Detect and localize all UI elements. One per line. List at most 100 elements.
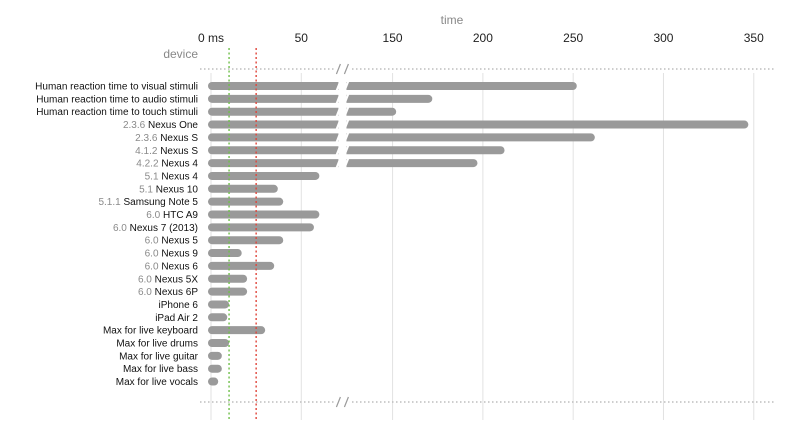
version-prefix: 5.1 bbox=[139, 184, 156, 195]
category-label: 4.1.2 Nexus S bbox=[135, 146, 198, 157]
device-name: Max for live drums bbox=[116, 339, 198, 350]
bar bbox=[208, 274, 248, 283]
break-mask bbox=[335, 398, 350, 406]
x-axis: 0 ms 50 150 200 250 300 350 bbox=[198, 31, 764, 45]
category-label: Human reaction time to touch stimuli bbox=[36, 107, 198, 118]
category-label: Max for live bass bbox=[123, 364, 198, 375]
x-axis-title: time bbox=[441, 13, 464, 27]
category-label: 2.3.6 Nexus S bbox=[135, 133, 198, 144]
bar bbox=[208, 223, 314, 232]
x-tick-label: 0 ms bbox=[198, 31, 224, 45]
bar bbox=[208, 197, 284, 206]
device-name: iPad Air 2 bbox=[155, 313, 198, 324]
x-tick-label: 150 bbox=[383, 31, 403, 45]
bar-break-slash bbox=[335, 93, 342, 105]
device-name: Human reaction time to audio stimuli bbox=[36, 94, 198, 105]
device-name: Max for live guitar bbox=[119, 351, 199, 362]
reference-lines bbox=[228, 48, 257, 420]
version-prefix: 5.1 bbox=[145, 171, 162, 182]
bar bbox=[208, 146, 505, 155]
category-label: Max for live drums bbox=[116, 339, 198, 350]
bar-break-slash bbox=[335, 80, 342, 92]
bar-break-slash bbox=[335, 106, 342, 118]
category-label: iPhone 6 bbox=[159, 300, 199, 311]
category-label: Max for live keyboard bbox=[103, 326, 198, 337]
device-name: Max for live bass bbox=[123, 364, 198, 375]
bar bbox=[208, 133, 595, 142]
device-name: Nexus 5X bbox=[155, 274, 199, 285]
device-name: iPhone 6 bbox=[159, 300, 199, 311]
device-name: Nexus S bbox=[160, 133, 198, 144]
break-slash bbox=[335, 396, 341, 408]
bar bbox=[208, 313, 228, 322]
gridlines bbox=[200, 68, 775, 420]
bar bbox=[208, 287, 248, 296]
bar-break-slash bbox=[343, 80, 350, 92]
device-name: HTC A9 bbox=[163, 210, 198, 221]
bar bbox=[208, 351, 222, 360]
break-slash bbox=[335, 63, 341, 75]
category-label: Max for live vocals bbox=[116, 377, 198, 388]
category-label: 5.1.1 Samsung Note 5 bbox=[98, 197, 198, 208]
bars bbox=[208, 82, 749, 386]
break-slash bbox=[343, 63, 349, 75]
bar bbox=[208, 120, 749, 129]
bar bbox=[208, 94, 433, 103]
x-tick-label: 350 bbox=[744, 31, 764, 45]
break-gap bbox=[338, 78, 347, 390]
device-name: Nexus 5 bbox=[161, 236, 198, 247]
bar-break-slash bbox=[343, 157, 350, 169]
bar bbox=[208, 261, 275, 270]
bar-break-slash bbox=[343, 106, 350, 118]
device-name: Nexus 9 bbox=[161, 249, 198, 260]
axis-break-marks bbox=[335, 63, 350, 408]
category-label: 6.0 Nexus 6 bbox=[145, 261, 199, 272]
device-name: Human reaction time to touch stimuli bbox=[36, 107, 198, 118]
category-label: 6.0 Nexus 5X bbox=[138, 274, 198, 285]
device-name: Nexus 4 bbox=[161, 171, 198, 182]
device-name: Max for live vocals bbox=[116, 377, 198, 388]
bar-break-slash bbox=[343, 132, 350, 143]
device-name: Nexus 10 bbox=[156, 184, 199, 195]
bar bbox=[208, 82, 577, 90]
category-label: Max for live guitar bbox=[119, 351, 199, 362]
x-tick-label: 50 bbox=[295, 31, 309, 45]
bar-break-slash bbox=[335, 157, 342, 169]
bar-break-slash bbox=[343, 144, 350, 156]
device-name: Max for live keyboard bbox=[103, 326, 198, 337]
bar-break-slash bbox=[343, 93, 350, 105]
device-name: Nexus One bbox=[148, 120, 198, 131]
category-label: Human reaction time to audio stimuli bbox=[36, 94, 198, 105]
version-prefix: 2.3.6 bbox=[135, 133, 160, 144]
category-label: Human reaction time to visual stimuli bbox=[35, 82, 198, 93]
device-name: Nexus 7 (2013) bbox=[130, 223, 198, 234]
version-prefix: 6.0 bbox=[113, 223, 130, 234]
bar-break-slash bbox=[343, 119, 350, 130]
device-name: Nexus S bbox=[160, 146, 198, 157]
x-tick-label: 250 bbox=[563, 31, 583, 45]
version-prefix: 6.0 bbox=[145, 249, 162, 260]
bar-break-slash bbox=[335, 132, 342, 143]
bar bbox=[208, 377, 219, 386]
device-name: Nexus 4 bbox=[161, 159, 198, 170]
category-label: 5.1 Nexus 4 bbox=[145, 171, 199, 182]
bar bbox=[208, 249, 242, 258]
x-tick-label: 200 bbox=[473, 31, 493, 45]
device-name: Samsung Note 5 bbox=[124, 197, 199, 208]
bar bbox=[208, 210, 320, 219]
category-labels: Human reaction time to visual stimuliHum… bbox=[35, 82, 199, 389]
category-label: 6.0 Nexus 9 bbox=[145, 249, 199, 260]
bar bbox=[208, 300, 230, 309]
bar bbox=[208, 364, 222, 373]
bar-break-slash bbox=[335, 119, 342, 130]
y-axis-title: device bbox=[163, 47, 198, 61]
category-label: 6.0 Nexus 7 (2013) bbox=[113, 223, 198, 234]
break-slash bbox=[343, 396, 349, 408]
bar-break-slash bbox=[335, 144, 342, 156]
bar bbox=[208, 326, 266, 335]
category-label: 2.3.6 Nexus One bbox=[123, 120, 198, 131]
category-label: 6.0 Nexus 6P bbox=[138, 287, 198, 298]
bar bbox=[208, 236, 284, 245]
x-tick-label: 300 bbox=[653, 31, 673, 45]
